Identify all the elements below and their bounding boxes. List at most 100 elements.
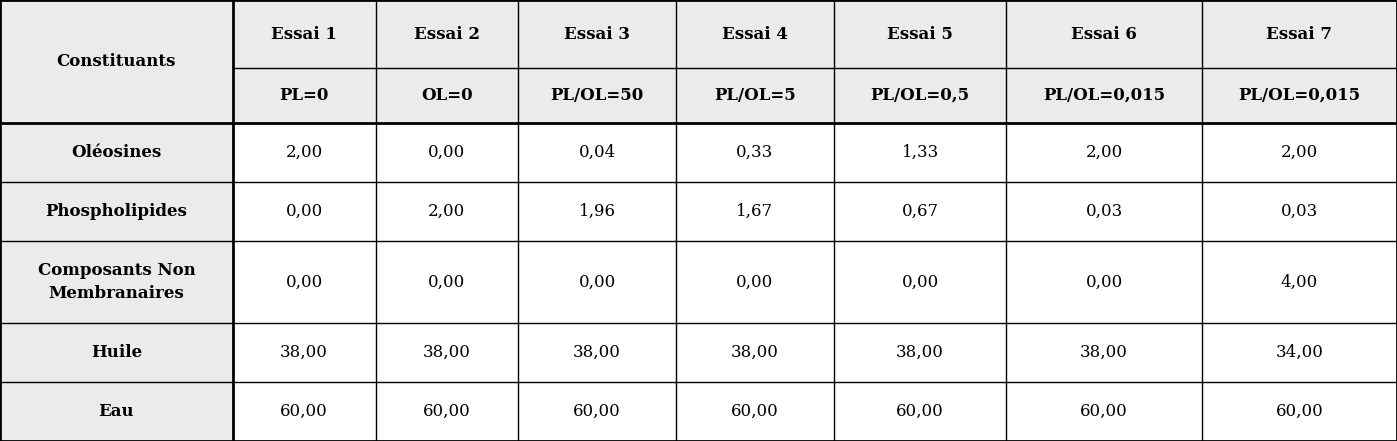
Bar <box>676 322 834 382</box>
Bar <box>518 241 676 322</box>
Bar <box>1006 322 1201 382</box>
Text: 1,33: 1,33 <box>901 144 939 161</box>
Bar <box>676 0 834 68</box>
Bar <box>518 382 676 441</box>
Text: 60,00: 60,00 <box>1080 403 1127 420</box>
Text: Essai 7: Essai 7 <box>1266 26 1333 42</box>
Bar <box>834 322 1006 382</box>
Text: 2,00: 2,00 <box>429 203 465 220</box>
Bar <box>1006 382 1201 441</box>
Bar <box>0 123 233 182</box>
Text: 0,00: 0,00 <box>429 144 465 161</box>
Bar <box>518 123 676 182</box>
Text: OL=0: OL=0 <box>420 87 472 104</box>
Text: Essai 4: Essai 4 <box>722 26 788 42</box>
Bar <box>676 123 834 182</box>
Bar <box>233 382 376 441</box>
Bar <box>834 123 1006 182</box>
Text: Oléosines: Oléosines <box>71 144 162 161</box>
Bar <box>0 182 233 241</box>
Text: 60,00: 60,00 <box>897 403 944 420</box>
Text: Essai 5: Essai 5 <box>887 26 953 42</box>
Bar <box>376 382 518 441</box>
Text: 38,00: 38,00 <box>895 344 944 361</box>
Text: 0,00: 0,00 <box>285 203 323 220</box>
Text: Essai 6: Essai 6 <box>1071 26 1137 42</box>
Bar <box>1201 382 1397 441</box>
Bar <box>834 241 1006 322</box>
Bar <box>676 241 834 322</box>
Bar <box>1006 182 1201 241</box>
Bar <box>834 382 1006 441</box>
Text: 0,00: 0,00 <box>901 273 939 291</box>
Text: 0,00: 0,00 <box>578 273 616 291</box>
Bar <box>376 182 518 241</box>
Text: Phospholipides: Phospholipides <box>46 203 187 220</box>
Bar <box>233 68 376 123</box>
Text: PL/OL=0,5: PL/OL=0,5 <box>870 87 970 104</box>
Text: Essai 2: Essai 2 <box>414 26 481 42</box>
Bar <box>376 0 518 68</box>
Text: 0,00: 0,00 <box>429 273 465 291</box>
Bar <box>1201 68 1397 123</box>
Bar <box>0 382 233 441</box>
Bar <box>233 241 376 322</box>
Text: 60,00: 60,00 <box>281 403 328 420</box>
Bar <box>834 182 1006 241</box>
Text: 0,67: 0,67 <box>901 203 939 220</box>
Bar <box>676 182 834 241</box>
Text: Essai 1: Essai 1 <box>271 26 337 42</box>
Text: PL/OL=0,015: PL/OL=0,015 <box>1238 87 1361 104</box>
Text: Constituants: Constituants <box>57 53 176 70</box>
Bar <box>376 241 518 322</box>
Bar <box>1006 241 1201 322</box>
Bar <box>233 123 376 182</box>
Text: Composants Non
Membranaires: Composants Non Membranaires <box>38 262 196 302</box>
Bar <box>834 0 1006 68</box>
Text: 38,00: 38,00 <box>573 344 622 361</box>
Text: 2,00: 2,00 <box>1281 144 1317 161</box>
Text: 2,00: 2,00 <box>285 144 323 161</box>
Bar <box>1201 241 1397 322</box>
Text: 1,96: 1,96 <box>578 203 616 220</box>
Text: Essai 3: Essai 3 <box>564 26 630 42</box>
Bar <box>676 382 834 441</box>
Text: Eau: Eau <box>99 403 134 420</box>
Text: 38,00: 38,00 <box>423 344 471 361</box>
Bar <box>518 0 676 68</box>
Bar <box>0 0 233 123</box>
Text: Huile: Huile <box>91 344 142 361</box>
Text: 2,00: 2,00 <box>1085 144 1123 161</box>
Text: 38,00: 38,00 <box>731 344 778 361</box>
Text: 38,00: 38,00 <box>281 344 328 361</box>
Text: 60,00: 60,00 <box>731 403 778 420</box>
Bar <box>834 68 1006 123</box>
Text: 0,03: 0,03 <box>1281 203 1317 220</box>
Text: 0,00: 0,00 <box>1085 273 1123 291</box>
Text: 4,00: 4,00 <box>1281 273 1317 291</box>
Text: PL/OL=5: PL/OL=5 <box>714 87 796 104</box>
Bar <box>233 182 376 241</box>
Bar <box>0 241 233 322</box>
Bar <box>0 322 233 382</box>
Bar <box>1201 182 1397 241</box>
Bar <box>376 123 518 182</box>
Bar <box>518 182 676 241</box>
Text: PL/OL=0,015: PL/OL=0,015 <box>1044 87 1165 104</box>
Bar <box>1006 0 1201 68</box>
Bar <box>518 68 676 123</box>
Text: 0,03: 0,03 <box>1085 203 1123 220</box>
Text: 60,00: 60,00 <box>423 403 471 420</box>
Text: 34,00: 34,00 <box>1275 344 1323 361</box>
Bar <box>1201 123 1397 182</box>
Bar <box>1201 0 1397 68</box>
Bar <box>518 322 676 382</box>
Text: 0,00: 0,00 <box>285 273 323 291</box>
Bar <box>233 0 376 68</box>
Bar <box>1201 322 1397 382</box>
Text: 0,04: 0,04 <box>578 144 616 161</box>
Text: 38,00: 38,00 <box>1080 344 1127 361</box>
Bar <box>1006 68 1201 123</box>
Bar <box>233 322 376 382</box>
Bar <box>1006 123 1201 182</box>
